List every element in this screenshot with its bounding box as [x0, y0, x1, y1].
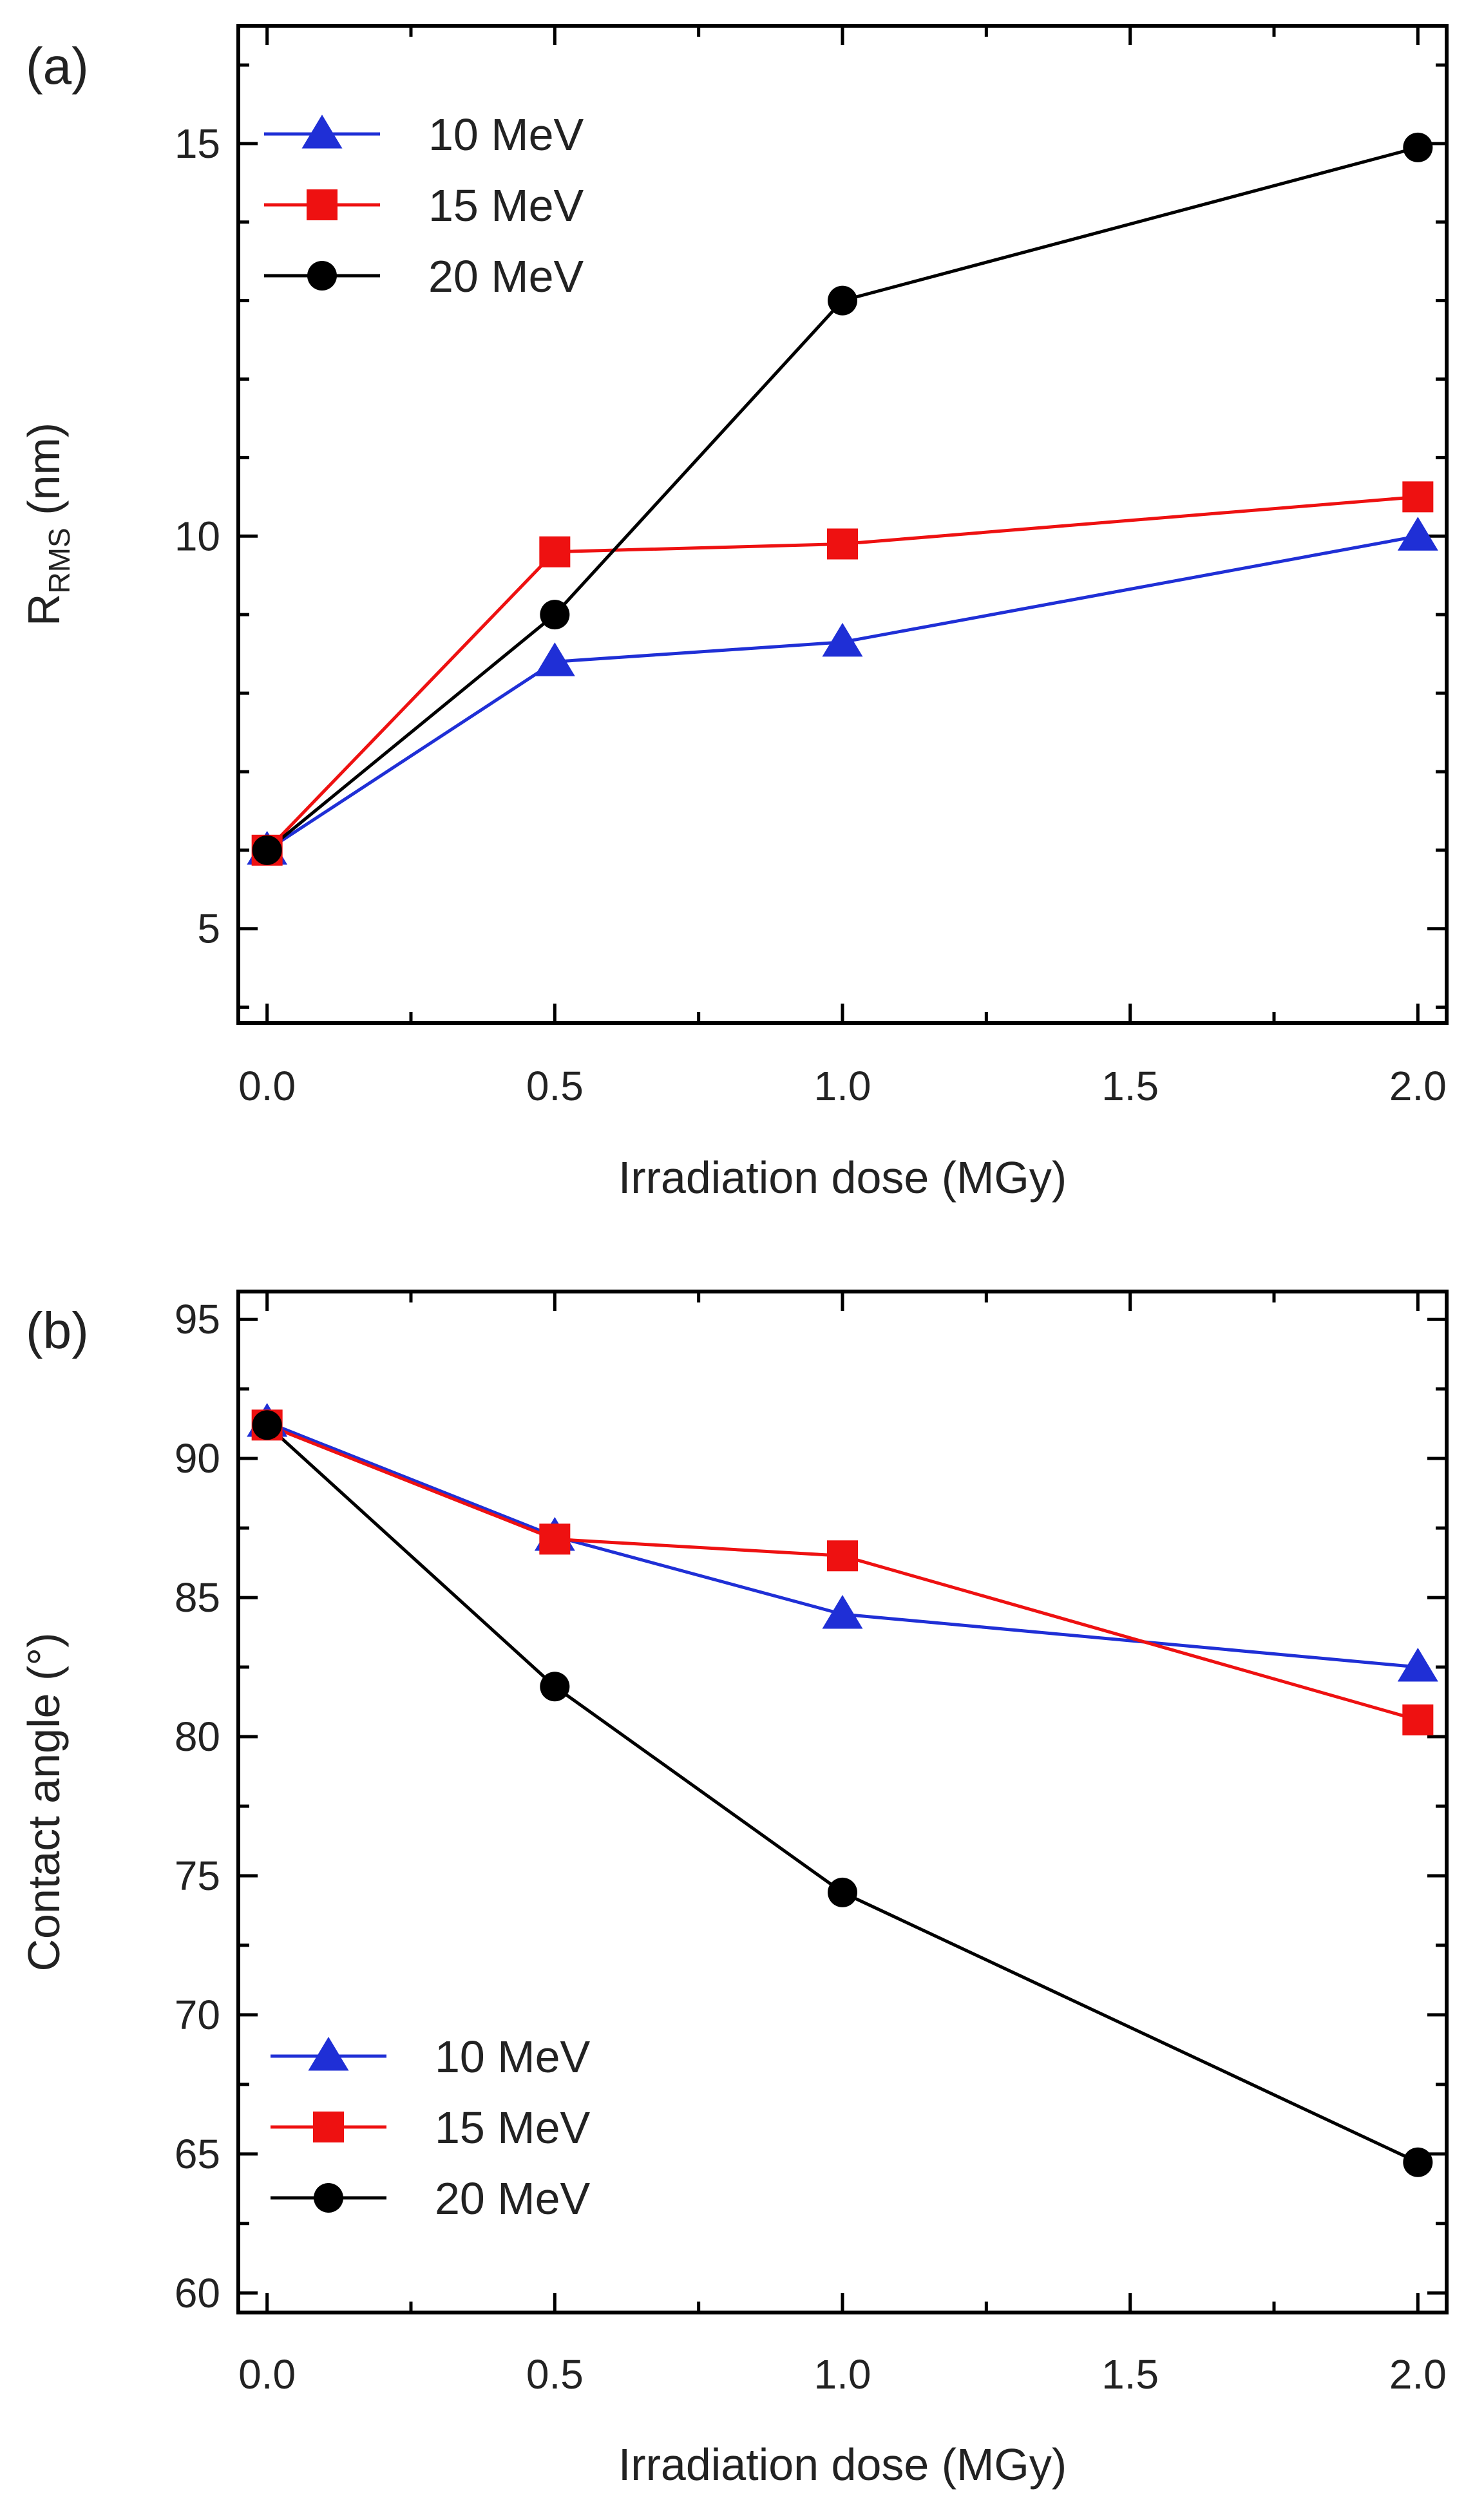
legend-marker-20-mev — [314, 2183, 343, 2213]
series-line-15-mev — [266, 1423, 1419, 1722]
data-point-15-mev — [1402, 1704, 1434, 1736]
y-tick-label: 5 — [197, 906, 220, 952]
chart-panel-a: 0.0 0.5 1.0 1.5 2.0 5 10 15 Irradiation dose (MG… — [19, 24, 1449, 1203]
series-line-10-mev — [266, 1420, 1418, 1669]
y-axis-title: RRMS (nm) — [19, 423, 76, 626]
data-point-10-mev — [534, 642, 575, 676]
data-point-20-mev — [828, 285, 857, 316]
y-axis-title-main: R — [19, 593, 69, 626]
y-tick-label: 75 — [175, 1853, 220, 1899]
x-tick-label: 0.5 — [526, 2351, 584, 2398]
legend-marker-15-mev — [313, 2112, 344, 2142]
panel-label: (a) — [26, 37, 89, 95]
y-tick-label: 15 — [175, 120, 220, 167]
x-tick-label: 1.0 — [814, 1063, 871, 1109]
series-line-15-mev — [265, 495, 1418, 852]
y-tick-label: 90 — [175, 1435, 220, 1482]
legend-marker-15-mev — [307, 189, 338, 220]
data-point-10-mev — [1397, 1648, 1438, 1682]
legend-label: 20 MeV — [435, 2173, 591, 2224]
y-axis-title-unit: (nm) — [19, 423, 69, 528]
data-point-15-mev — [1402, 481, 1434, 513]
legend-label: 20 MeV — [428, 251, 584, 301]
y-tick-label: 10 — [175, 513, 220, 559]
x-tick-label: 0.0 — [238, 1063, 296, 1109]
x-axis-title: Irradiation dose (MGy) — [618, 1152, 1067, 1203]
legend-marker-10-mev — [301, 115, 343, 149]
plot-frame — [236, 1290, 1449, 2314]
y-tick-label: 60 — [175, 2270, 220, 2316]
data-point-20-mev — [1403, 2147, 1433, 2177]
series-line-10-mev — [266, 534, 1418, 852]
x-axis-title: Irradiation dose (MGy) — [618, 2439, 1067, 2490]
y-tick-label: 95 — [175, 1296, 220, 1342]
legend-marker-10-mev — [308, 2037, 349, 2071]
legend: 10 MeV 15 MeV 20 MeV — [271, 2032, 591, 2224]
legend-label: 15 MeV — [435, 2103, 591, 2153]
data-point-10-mev — [822, 1594, 863, 1629]
data-point-15-mev — [539, 1523, 571, 1555]
legend: 10 MeV 15 MeV 20 MeV — [264, 110, 584, 301]
data-point-20-mev — [540, 1672, 570, 1702]
series-line-20-mev — [265, 1424, 1419, 2164]
data-point-15-mev — [827, 528, 858, 560]
x-tick-label: 0.0 — [238, 2351, 296, 2398]
x-tick-label: 2.0 — [1389, 2351, 1447, 2398]
legend-marker-20-mev — [307, 261, 337, 291]
x-tick-label: 2.0 — [1389, 1063, 1447, 1109]
plot-frame — [236, 24, 1449, 1025]
legend-label: 15 MeV — [428, 180, 584, 231]
legend-label: 10 MeV — [428, 110, 584, 160]
data-point-15-mev — [827, 1540, 858, 1572]
panel-label: (b) — [26, 1302, 89, 1359]
x-tick-label: 1.0 — [814, 2351, 871, 2398]
legend-label: 10 MeV — [435, 2032, 591, 2082]
x-tick-label: 0.5 — [526, 1063, 584, 1109]
data-point-20-mev — [252, 835, 282, 865]
y-axis-title: Contact angle (°) — [19, 1632, 69, 1971]
x-tick-label: 1.5 — [1101, 2351, 1159, 2398]
y-tick-label: 65 — [175, 2131, 220, 2177]
x-tick-label: 1.5 — [1101, 1063, 1159, 1109]
data-point-20-mev — [828, 1877, 857, 1907]
data-point-10-mev — [822, 622, 863, 657]
data-point-20-mev — [1403, 132, 1433, 162]
y-axis-title-main: Contact angle (°) — [19, 1632, 69, 1971]
y-tick-label: 80 — [175, 1713, 220, 1760]
y-tick-label: 85 — [175, 1574, 220, 1621]
data-point-20-mev — [540, 600, 570, 630]
data-point-20-mev — [252, 1410, 282, 1440]
series-line-20-mev — [266, 146, 1418, 852]
data-point-15-mev — [539, 536, 571, 568]
data-point-10-mev — [1397, 517, 1438, 551]
chart-panel-b: 0.0 0.5 1.0 1.5 2.0 60 65 70 75 80 85 90 95 Irradiati… — [19, 1290, 1449, 2490]
y-axis-title-subscript: RMS — [43, 528, 76, 593]
y-tick-label: 70 — [175, 1992, 220, 2038]
